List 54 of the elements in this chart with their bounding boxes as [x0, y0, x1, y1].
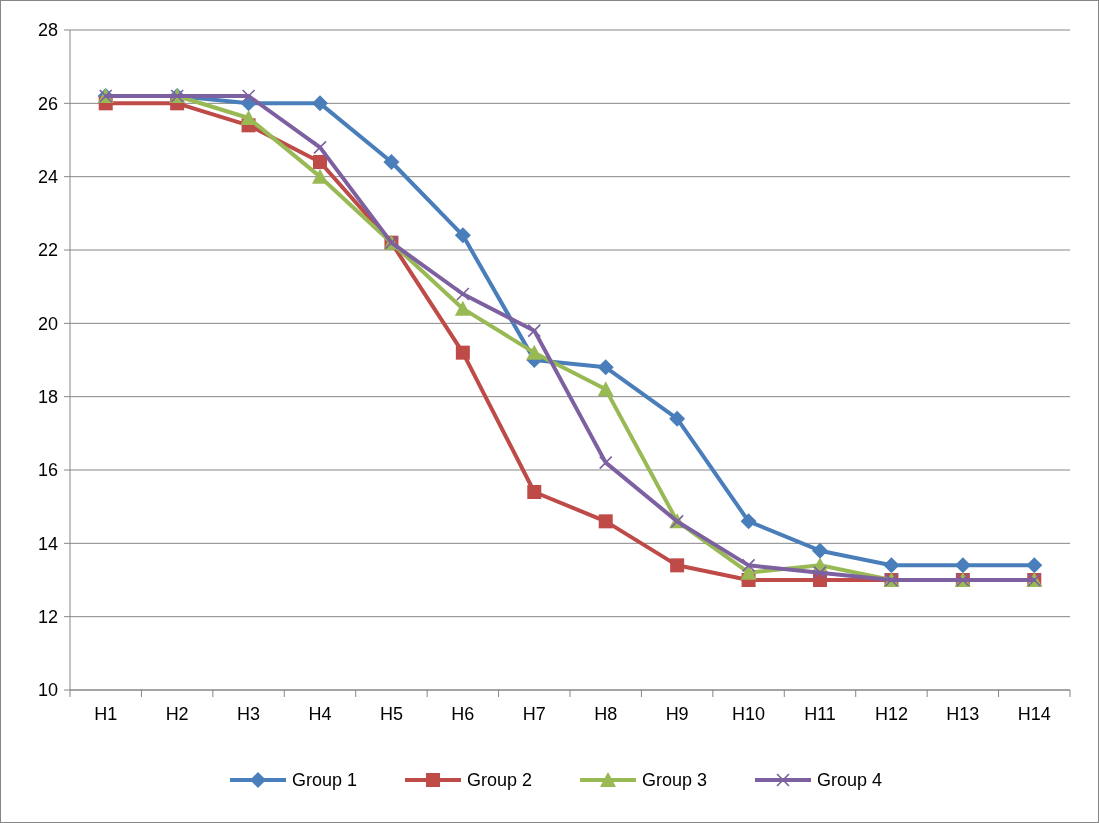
x-tick-label: H5 [379, 704, 403, 724]
x-tick-label: H9 [665, 704, 689, 724]
point [740, 513, 757, 530]
y-tick-label: 22 [37, 240, 58, 261]
y-tick-label: 26 [37, 93, 58, 114]
point [454, 300, 471, 316]
legend-label: Group 4 [817, 770, 883, 791]
y-tick-label: 28 [37, 20, 58, 41]
y-tick-label: 24 [37, 166, 58, 187]
point [598, 514, 613, 529]
point [241, 89, 256, 103]
point [597, 381, 614, 397]
x-tick-label: H1 [94, 704, 118, 724]
point [527, 485, 542, 499]
point [813, 565, 827, 580]
point [527, 323, 542, 338]
x-tick-label: H4 [308, 704, 332, 724]
legend-label: Group 3 [642, 770, 708, 791]
point [954, 557, 971, 574]
x-tick-label: H8 [594, 704, 618, 724]
point [812, 542, 828, 559]
point [669, 410, 686, 427]
y-tick-label: 16 [37, 460, 58, 481]
point [598, 455, 613, 470]
x-tick-label: H6 [451, 704, 475, 724]
legend-label: Group 1 [292, 770, 358, 791]
point [741, 558, 756, 573]
x-tick-label: H13 [946, 704, 980, 724]
point [883, 557, 900, 574]
y-tick-label: 18 [37, 386, 58, 407]
x-tick-label: H3 [237, 704, 261, 724]
point [313, 140, 327, 155]
point [526, 344, 543, 360]
point [597, 359, 614, 376]
point [455, 345, 470, 360]
legend-label: Group 2 [467, 770, 533, 791]
point [312, 95, 328, 112]
point [670, 558, 685, 573]
point [456, 287, 470, 301]
y-tick-label: 10 [37, 680, 58, 701]
x-tick-label: H14 [1017, 704, 1051, 724]
x-tick-label: H12 [874, 704, 908, 724]
x-tick-label: H2 [165, 704, 189, 724]
y-tick-label: 14 [37, 533, 58, 554]
x-tick-label: H7 [522, 704, 546, 724]
point [454, 227, 471, 244]
point [313, 155, 327, 169]
y-tick-label: 12 [37, 606, 58, 627]
x-tick-label: H11 [804, 704, 836, 724]
x-tick-label: H10 [732, 704, 766, 724]
point [1026, 557, 1043, 574]
point [312, 168, 328, 184]
point [383, 154, 400, 170]
y-tick-label: 20 [37, 313, 58, 334]
